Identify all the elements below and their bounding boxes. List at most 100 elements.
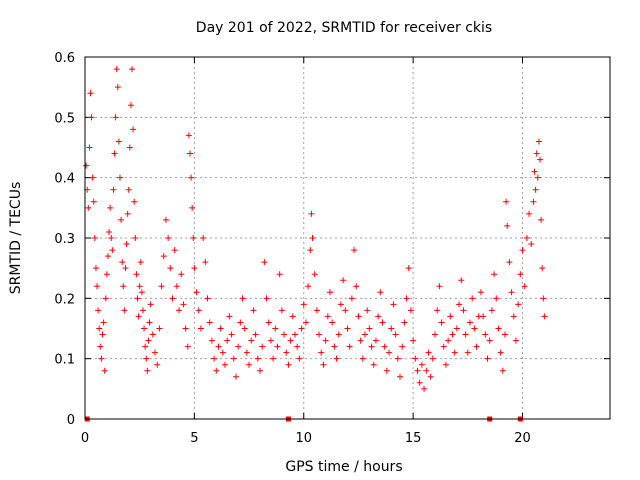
data-point (528, 241, 535, 248)
data-point (173, 283, 180, 290)
data-point (276, 271, 283, 278)
data-point (381, 343, 388, 350)
data-point (185, 132, 192, 139)
data-point (147, 301, 154, 308)
data-point (152, 349, 158, 356)
data-point (539, 265, 546, 272)
data-point (180, 301, 187, 308)
data-point (534, 174, 541, 181)
data-point (416, 379, 423, 386)
data-point (160, 253, 167, 260)
data-point (109, 247, 116, 254)
data-point (462, 331, 469, 338)
data-point (154, 361, 161, 368)
data-point (98, 355, 105, 362)
data-point (208, 337, 215, 344)
data-point (432, 331, 438, 338)
data-point (519, 247, 526, 254)
y-tick-label: 0 (67, 413, 75, 428)
data-point (241, 325, 248, 332)
data-point (104, 253, 111, 260)
data-point (531, 168, 538, 175)
data-point (477, 289, 484, 296)
data-point (178, 271, 185, 278)
x-tick-label: 15 (405, 431, 422, 446)
data-point (136, 283, 143, 290)
data-point (331, 343, 338, 350)
data-point (202, 259, 209, 266)
data-point (471, 325, 478, 332)
data-point (540, 295, 547, 302)
data-point (92, 265, 99, 272)
data-point (320, 361, 327, 368)
data-point (88, 114, 95, 121)
data-point (248, 337, 255, 344)
data-point (228, 331, 235, 338)
data-point (497, 349, 504, 356)
y-axis-label: SRMTID / TECUs (8, 182, 24, 295)
data-point (123, 241, 130, 248)
data-point (394, 355, 401, 362)
x-tick-label: 5 (190, 431, 198, 446)
chart-title: Day 201 of 2022, SRMTID for receiver cki… (196, 20, 492, 36)
data-point (346, 343, 353, 350)
data-point (538, 216, 545, 223)
data-point (222, 361, 228, 368)
grid (85, 57, 610, 419)
data-point (447, 313, 454, 320)
data-point (165, 235, 172, 241)
data-point (458, 277, 465, 284)
data-point (278, 307, 285, 314)
plot-frame (84, 56, 611, 420)
data-point (139, 307, 146, 314)
data-point (235, 343, 242, 350)
data-point (337, 301, 344, 308)
data-point (158, 283, 165, 290)
data-point (503, 198, 510, 205)
data-point (379, 319, 386, 326)
data-point (388, 325, 395, 332)
data-point (386, 349, 393, 356)
data-point (272, 325, 279, 332)
data-point (215, 343, 222, 350)
data-point (488, 307, 495, 314)
data-point (124, 210, 131, 217)
data-point (467, 319, 473, 326)
data-point (141, 325, 148, 332)
data-point (533, 150, 540, 157)
data-point (329, 319, 336, 326)
data-point (133, 271, 140, 278)
data-point (125, 186, 132, 193)
data-point (243, 349, 250, 356)
data-point (340, 277, 347, 284)
data-point (359, 355, 366, 362)
data-point (537, 156, 543, 163)
data-point (94, 283, 101, 290)
data-point (254, 355, 261, 362)
data-point (440, 343, 447, 350)
data-point (113, 66, 120, 73)
data-point (270, 355, 277, 362)
data-point (115, 138, 122, 145)
data-point (252, 331, 259, 338)
y-tick-label: 0.2 (54, 292, 75, 307)
data-point (281, 331, 288, 338)
data-point (412, 355, 419, 362)
data-point (535, 138, 542, 145)
data-point (421, 385, 428, 392)
data-point (108, 235, 115, 241)
data-point (366, 325, 373, 332)
data-point (171, 247, 178, 254)
y-tick-label: 0.5 (54, 111, 75, 126)
data-point (324, 313, 331, 320)
data-point (83, 162, 90, 169)
data-point (399, 343, 406, 350)
data-point (296, 355, 303, 362)
data-point (377, 289, 384, 296)
data-point (308, 210, 315, 217)
data-point (99, 331, 106, 338)
x-tick-label: 10 (295, 431, 312, 446)
data-point (460, 307, 467, 314)
data-point (344, 325, 351, 332)
data-point (392, 331, 399, 338)
